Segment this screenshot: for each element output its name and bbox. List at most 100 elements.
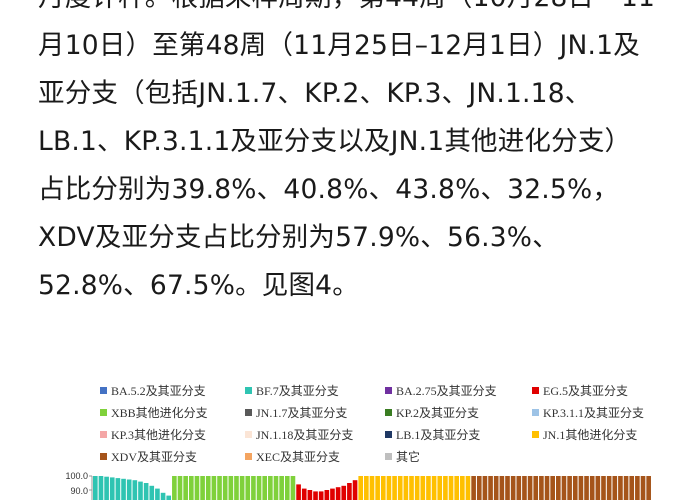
bar <box>578 476 584 500</box>
bar <box>510 476 516 500</box>
bar <box>522 476 527 500</box>
legend-row: XBB其他进化分支 JN.1.7及其亚分支 KP.2及其亚分支 KP.3.1.1… <box>100 401 670 423</box>
square-swatch-icon <box>100 452 107 460</box>
bar <box>544 476 550 500</box>
bar <box>313 491 318 500</box>
bar <box>301 488 307 500</box>
bar <box>188 476 194 500</box>
bar <box>572 476 578 500</box>
square-swatch-icon <box>385 430 392 438</box>
bar <box>347 483 352 500</box>
bar <box>104 476 109 500</box>
bar <box>403 476 409 500</box>
square-swatch-icon <box>245 408 252 416</box>
bar <box>640 476 646 500</box>
bar <box>324 490 330 500</box>
legend-label: BF.7及其亚分支 <box>256 383 339 398</box>
article-line: XDV及亚分支占比分别为57.9%、56.3%、 <box>38 222 559 253</box>
bar <box>629 476 635 500</box>
bar <box>595 476 601 500</box>
bar <box>245 476 251 500</box>
square-swatch-icon <box>100 386 107 394</box>
chart-legend: BA.5.2及其亚分支 BF.7及其亚分支 BA.2.75及其亚分支 EG.5及… <box>100 379 670 467</box>
article-text: 月度计杆。根据采样周期，第44周（10月28日—11 月10日）至第48周（11… <box>38 0 678 310</box>
bar <box>392 476 397 500</box>
square-swatch-icon <box>532 408 539 416</box>
legend-label: XBB其他进化分支 <box>111 405 208 420</box>
bar <box>493 476 499 500</box>
bar <box>307 490 313 500</box>
square-swatch-icon <box>100 430 107 438</box>
bar <box>234 476 239 500</box>
bar <box>623 476 629 500</box>
bar <box>454 476 459 500</box>
bar <box>109 477 115 500</box>
variant-chart: 100.0 90.0 <box>60 470 660 500</box>
bar <box>443 476 448 500</box>
article-line: 月10日）至第48周（11月25日–12月1日）JN.1及 <box>38 30 640 61</box>
bar <box>126 479 132 500</box>
bar <box>448 476 454 500</box>
legend-label: KP.3其他进化分支 <box>111 427 207 442</box>
bar <box>177 476 183 500</box>
stacked-bar-chart: 100.0 90.0 <box>65 471 651 500</box>
square-swatch-icon <box>245 452 252 460</box>
square-swatch-icon <box>245 386 252 394</box>
bar <box>273 476 279 500</box>
legend-item: XEC及其亚分支 <box>245 448 385 465</box>
bar <box>268 476 273 500</box>
square-swatch-icon <box>100 408 107 416</box>
legend-item: KP.3其他进化分支 <box>100 426 245 443</box>
bar <box>358 476 364 500</box>
legend-label: KP.3.1.1及其亚分支 <box>543 405 645 420</box>
bar <box>397 476 403 500</box>
bar <box>341 485 347 500</box>
bar <box>499 476 505 500</box>
legend-label: KP.2及其亚分支 <box>396 405 480 420</box>
legend-item: EG.5及其亚分支 <box>532 382 670 399</box>
bar <box>409 476 414 500</box>
bar <box>386 476 392 500</box>
bar <box>567 476 572 500</box>
bar <box>228 476 234 500</box>
bar <box>98 476 104 500</box>
bar <box>527 476 533 500</box>
bar <box>115 478 121 500</box>
bar <box>194 476 200 500</box>
bar <box>465 476 471 500</box>
bar <box>460 476 465 500</box>
square-swatch-icon <box>385 408 392 416</box>
bar <box>476 476 482 500</box>
bar <box>488 476 493 500</box>
legend-item: XBB其他进化分支 <box>100 404 245 421</box>
bar <box>205 476 211 500</box>
bar <box>646 476 651 500</box>
legend-label: EG.5及其亚分支 <box>543 383 628 398</box>
bar <box>155 488 160 500</box>
bar <box>251 476 256 500</box>
square-swatch-icon <box>532 430 539 438</box>
legend-item: BA.5.2及其亚分支 <box>100 382 245 399</box>
bar <box>217 476 222 500</box>
square-swatch-icon <box>245 430 252 438</box>
legend-label: JN.1其他进化分支 <box>543 427 638 442</box>
bar <box>143 483 149 500</box>
bar <box>138 481 143 500</box>
bar <box>200 476 205 500</box>
bar <box>296 484 301 500</box>
legend-item: JN.1.18及其亚分支 <box>245 426 385 443</box>
legend-item: 其它 <box>385 448 532 465</box>
bar <box>589 476 595 500</box>
bar <box>584 476 589 500</box>
legend-row: KP.3其他进化分支 JN.1.18及其亚分支 LB.1及其亚分支 JN.1其他… <box>100 423 670 445</box>
legend-item: KP.3.1.1及其亚分支 <box>532 404 670 421</box>
legend-label: LB.1及其亚分支 <box>396 427 481 442</box>
legend-item: JN.1其他进化分支 <box>532 426 670 443</box>
bar <box>364 476 369 500</box>
legend-label: XEC及其亚分支 <box>256 449 341 464</box>
legend-item: BA.2.75及其亚分支 <box>385 382 532 399</box>
bar <box>369 476 375 500</box>
bar <box>516 476 522 500</box>
bar <box>256 476 262 500</box>
bar <box>561 476 567 500</box>
